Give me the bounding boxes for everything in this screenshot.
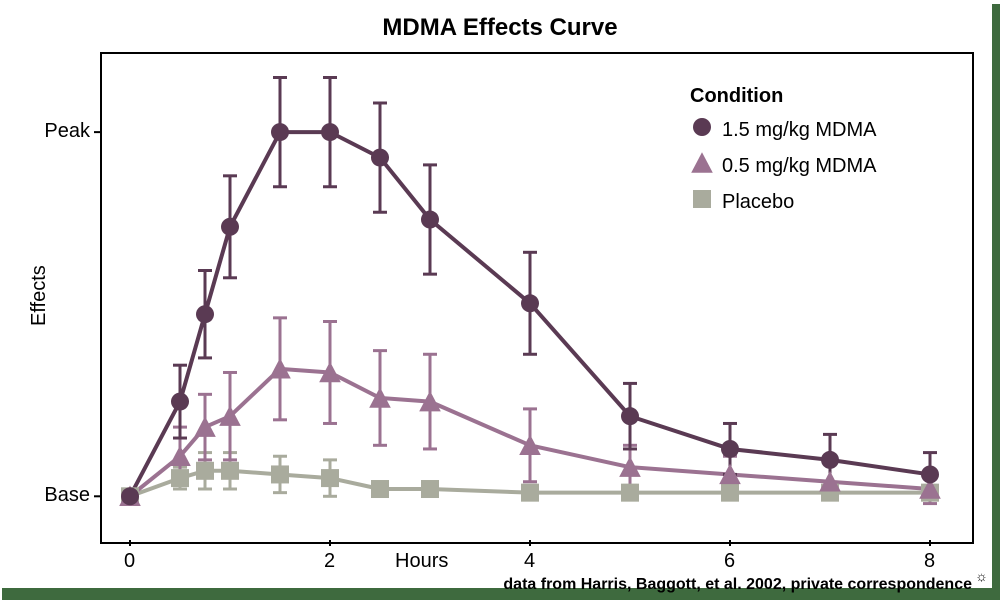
x-tick-label: 0 (124, 550, 135, 573)
x-tick-label: 6 (724, 550, 735, 573)
y-tick-label: Base (44, 484, 90, 507)
legend-swatch (690, 149, 720, 179)
chart-caption: data from Harris, Baggott, et al. 2002, … (503, 576, 972, 594)
x-tick-label: 8 (924, 550, 935, 573)
legend-swatch (690, 113, 720, 143)
y-tick-label: Peak (44, 120, 90, 143)
x-axis-label: Hours (395, 550, 448, 573)
legend-swatch (690, 185, 720, 215)
sun-icon: ☼ (975, 568, 988, 584)
legend-title: Condition (690, 85, 783, 108)
legend-item-label: 0.5 mg/kg MDMA (722, 155, 876, 178)
x-tick-label: 2 (324, 550, 335, 573)
y-axis-label: Effects (28, 265, 51, 326)
legend-item-label: 1.5 mg/kg MDMA (722, 119, 876, 142)
chart-container: MDMA Effects Curve 02468BasePeak Effects… (0, 0, 1000, 600)
chart-svg (0, 0, 1000, 600)
x-tick-label: 4 (524, 550, 535, 573)
legend-item-label: Placebo (722, 191, 794, 214)
